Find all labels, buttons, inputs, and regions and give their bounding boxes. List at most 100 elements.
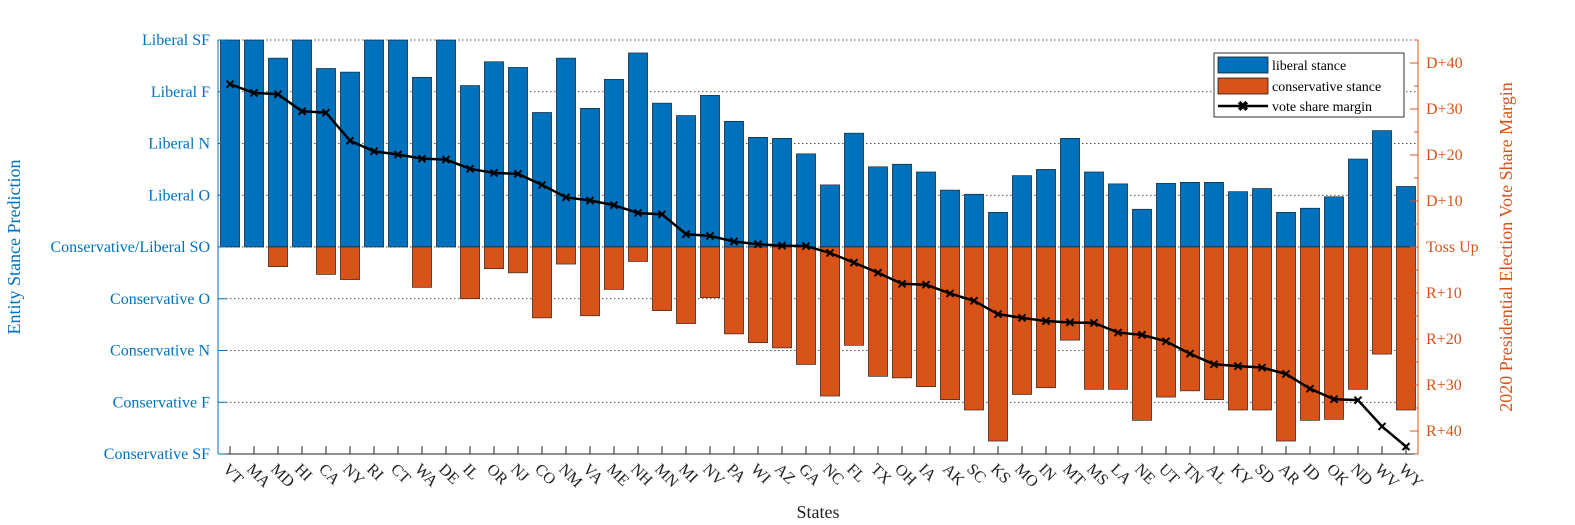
bar-conservative-AZ xyxy=(772,246,792,349)
bar-liberal-CT xyxy=(388,39,408,248)
bar-conservative-MO xyxy=(1012,246,1032,395)
vote-share-point-MN xyxy=(657,210,667,219)
bar-liberal-FL xyxy=(844,132,864,248)
vote-share-point-LA xyxy=(1113,328,1123,337)
x-tick-label-CA: CA xyxy=(315,461,343,489)
bar-liberal-GA xyxy=(796,153,816,248)
vote-share-point-IL xyxy=(465,164,475,174)
left-tick-label: Liberal N xyxy=(148,136,210,153)
bar-liberal-TX xyxy=(868,166,888,248)
vote-share-polyline xyxy=(229,82,1407,448)
left-tick-label: Conservative O xyxy=(110,291,210,308)
bar-liberal-MT xyxy=(1060,138,1080,248)
bar-conservative-MI xyxy=(676,246,696,324)
bar-conservative-NY xyxy=(340,246,360,280)
vote-share-point-AK xyxy=(945,289,955,298)
bar-conservative-IA xyxy=(916,246,936,388)
x-tick-label-KS: KS xyxy=(987,461,1013,487)
bar-liberal-NE xyxy=(1132,208,1152,248)
bar-conservative-CA xyxy=(316,246,336,275)
vote-share-point-OR xyxy=(489,168,499,178)
x-tick-label-ID: ID xyxy=(1299,461,1323,485)
bar-liberal-CA xyxy=(316,68,336,248)
vote-share-point-NV xyxy=(705,231,715,241)
x-tick-label-RI: RI xyxy=(363,461,386,484)
bar-conservative-NH xyxy=(628,246,648,262)
vote-share-point-FL xyxy=(849,258,859,267)
vote-share-point-CO xyxy=(537,180,547,190)
bar-conservative-KY xyxy=(1228,246,1248,411)
bar-conservative-VA xyxy=(580,246,600,317)
vote-share-point-MA xyxy=(249,88,259,98)
vote-share-point-DE xyxy=(441,155,451,164)
axes xyxy=(217,39,1419,455)
vote-share-point-IN xyxy=(1041,316,1051,326)
bar-liberal-MS xyxy=(1084,171,1104,248)
vote-share-point-TX xyxy=(873,268,883,277)
vote-share-point-AZ xyxy=(777,241,787,250)
legend: liberal stance conservative stance ✖ vot… xyxy=(1213,52,1405,118)
bar-liberal-TN xyxy=(1180,182,1200,248)
bar-conservative-WY xyxy=(1396,246,1416,411)
x-tick-label-MI: MI xyxy=(675,461,701,487)
bar-conservative-SC xyxy=(964,246,984,411)
bar-conservative-PA xyxy=(724,246,744,335)
x-tick-label-OK: OK xyxy=(1323,461,1352,490)
bar-liberal-KS xyxy=(988,212,1008,248)
x-tick-label-OH: OH xyxy=(891,461,920,490)
left-tick-label: Liberal F xyxy=(151,84,210,101)
bar-liberal-NM xyxy=(556,57,576,248)
x-tick-label-NC: NC xyxy=(819,461,847,489)
x-tick-label-SD: SD xyxy=(1251,461,1277,487)
vote-share-point-AR xyxy=(1281,369,1291,379)
vote-share-point-RI xyxy=(369,147,379,156)
vote-share-point-SC xyxy=(969,296,979,306)
x-tick-label-LA: LA xyxy=(1107,461,1134,488)
x-tick-label-CT: CT xyxy=(387,461,414,488)
left-tick-labels: Conservative SF Conservative F Conservativ… xyxy=(50,32,210,463)
x-tick-label-NH: NH xyxy=(627,461,656,490)
x-tick-label-MN: MN xyxy=(651,461,682,492)
vote-share-point-ME xyxy=(609,200,619,210)
x-tick-label-NE: NE xyxy=(1131,461,1158,488)
bar-liberal-OR xyxy=(484,61,504,248)
right-tick-label: R+30 xyxy=(1426,377,1462,394)
x-tick-label-KY: KY xyxy=(1227,461,1256,490)
left-tick-label: Conservative F xyxy=(113,394,210,411)
x-tick-label-AK: AK xyxy=(939,461,968,490)
bar-liberal-WI xyxy=(748,136,768,248)
vote-share-point-GA xyxy=(801,241,811,251)
bar-conservative-UT xyxy=(1156,246,1176,398)
vote-share-point-WI xyxy=(753,240,763,249)
bar-liberal-ND xyxy=(1348,158,1368,248)
bar-liberal-NV xyxy=(700,95,720,248)
bar-liberal-WA xyxy=(412,76,432,248)
bar-conservative-MN xyxy=(652,246,672,311)
bar-liberal-AR xyxy=(1276,212,1296,248)
left-axis-label: Entity Stance Prediction xyxy=(4,160,24,335)
right-tick-label: Toss Up xyxy=(1426,239,1479,256)
bar-liberal-NC xyxy=(820,184,840,248)
bar-conservative-AR xyxy=(1276,246,1296,442)
left-tick-label: Conservative/Liberal SO xyxy=(50,239,210,256)
right-tick-label: R+40 xyxy=(1426,423,1462,440)
bar-liberal-CO xyxy=(532,112,552,248)
bar-liberal-MO xyxy=(1012,175,1032,248)
right-tick-label: D+20 xyxy=(1426,147,1463,164)
bar-conservative-AK xyxy=(940,246,960,400)
x-tick-label-CO: CO xyxy=(531,461,559,489)
bar-liberal-ME xyxy=(604,79,624,248)
left-tick-label: Conservative N xyxy=(110,343,210,360)
vote-share-point-MI xyxy=(681,229,691,239)
bar-liberal-WY xyxy=(1396,186,1416,248)
x-tick-label-PA: PA xyxy=(723,461,749,487)
bar-liberal-MN xyxy=(652,102,672,248)
x-tick-label-MS: MS xyxy=(1083,461,1111,489)
vote-share-point-KY xyxy=(1233,361,1243,371)
bar-conservative-NJ xyxy=(508,246,528,274)
legend-swatch-liberal xyxy=(1217,56,1269,74)
legend-swatch-conservative xyxy=(1217,77,1269,95)
legend-label-conservative: conservative stance xyxy=(1272,80,1381,95)
